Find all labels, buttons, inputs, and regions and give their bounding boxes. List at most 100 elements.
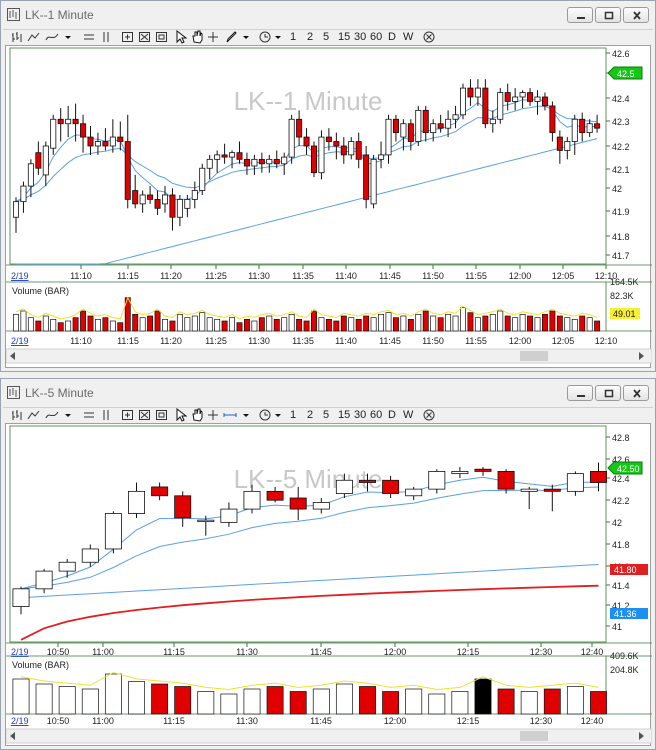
volume-bar [214,318,221,332]
parallel-bars-icon[interactable] [101,30,111,44]
volume-bar [571,318,578,332]
chart-svg[interactable]: LK--1 Minute 42.6 42.5 42.4 42.3 42.2 42.1 42 41… [6,46,652,369]
chart-svg[interactable]: LK--5 Minute42.842.642.442.24241.841.641… [6,424,652,747]
interval-2-button[interactable]: 2 [307,31,314,43]
line-chart-icon[interactable] [45,408,59,422]
zoom-in-icon[interactable] [155,408,169,422]
interval-30-button[interactable]: 30 [354,31,367,43]
title-bar[interactable]: LK--1 Minute [1,1,655,29]
x-tick-label: 11:15 [163,647,185,657]
close-button[interactable] [623,385,649,401]
chevron-down-icon[interactable] [273,30,283,44]
interval-daily-button[interactable]: D [388,31,396,43]
equal-lines-icon[interactable] [83,408,95,422]
mountain-chart-icon[interactable] [27,30,41,44]
volume-bar [392,317,399,332]
candle-body [151,486,169,497]
volume-x-tick-label: 12:05 [552,336,575,346]
interval-5-button[interactable]: 5 [323,409,330,421]
interval-60-button[interactable]: 60 [370,31,383,43]
chevron-down-icon[interactable] [63,408,73,422]
volume-y-tick-label: 409.6K [610,651,639,661]
minimize-button[interactable] [567,7,593,23]
interval-30-button[interactable]: 30 [354,409,367,421]
candle-body [564,141,571,151]
minimize-button[interactable] [567,385,593,401]
close-button[interactable] [623,7,649,23]
x-tick-label: 12:00 [384,647,407,657]
candle-body [445,118,452,129]
interval-1-button[interactable]: 1 [290,31,297,43]
volume-last-tag [610,308,640,319]
blue-ma-label: 41.36 [614,609,637,619]
chevron-down-icon[interactable] [273,408,283,422]
y-tick-label: 42 [612,184,622,194]
mountain-chart-icon[interactable] [27,408,41,422]
crosshair-icon[interactable] [207,30,219,44]
clock-icon[interactable] [259,30,271,44]
interval-5-button[interactable]: 5 [323,31,330,43]
clock-icon[interactable] [259,408,271,422]
volume-bar [176,313,183,332]
interval-weekly-button[interactable]: W [403,409,414,421]
zoom-fit-icon[interactable] [121,408,135,422]
title-bar[interactable]: LK--5 Minute [1,379,655,407]
candle-body [378,154,385,160]
cursor-arrow-icon[interactable] [175,30,187,44]
crosshair-icon[interactable] [207,408,219,422]
interval-weekly-button[interactable]: W [403,31,414,43]
pencil-icon[interactable] [225,30,237,44]
equal-lines-icon[interactable] [83,30,95,44]
chevron-down-icon[interactable] [241,30,251,44]
horizontal-scrollbar[interactable] [6,348,652,364]
interval-1-button[interactable]: 1 [290,409,297,421]
zoom-in-icon[interactable] [155,30,169,44]
hand-icon[interactable] [191,30,203,44]
bar-chart-icon[interactable] [11,30,23,44]
maximize-button[interactable] [595,385,621,401]
measure-line-icon[interactable] [223,408,237,422]
volume-bar [325,318,332,332]
volume-bar [579,315,586,332]
candle [392,114,399,142]
zoom-out-icon[interactable] [138,408,152,422]
interval-60-button[interactable]: 60 [370,409,383,421]
chart-area[interactable]: LK--1 Minute 42.6 42.5 42.4 42.3 42.2 42.1 42 41… [5,45,652,369]
candle-body [467,87,474,98]
volume-x-tick-label: 11:55 [465,336,487,346]
horizontal-scrollbar[interactable] [6,728,652,744]
chart-area[interactable]: LK--5 Minute42.842.642.442.24241.841.641… [5,423,652,747]
candle [124,114,131,209]
cursor-arrow-icon[interactable] [175,408,187,422]
cancel-circle-icon[interactable] [423,408,435,422]
parallel-bars-icon[interactable] [101,408,111,422]
price-plot-frame [9,425,607,643]
zoom-out-icon[interactable] [138,30,152,44]
candle-body [405,488,423,497]
volume-bar [422,310,429,332]
volume-bar [586,317,593,332]
candle [325,128,332,151]
hand-icon[interactable] [191,408,203,422]
candle [348,137,355,160]
chevron-down-icon[interactable] [241,408,251,422]
zoom-fit-icon[interactable] [121,30,135,44]
cancel-circle-icon[interactable] [423,30,435,44]
interval-15-button[interactable]: 15 [338,409,351,421]
interval-daily-button[interactable]: D [388,409,396,421]
x-tick-label: 12:05 [552,271,575,281]
volume-bar [57,322,64,332]
candle [318,130,325,180]
red-ma-tag [610,564,648,575]
bar-chart-icon[interactable] [11,408,23,422]
candle-body [333,141,340,147]
interval-2-button[interactable]: 2 [307,409,314,421]
candle-body [124,141,131,200]
y-tick-label: 41.7 [612,251,630,261]
chevron-down-icon[interactable] [63,30,73,44]
line-chart-icon[interactable] [45,30,59,44]
volume-bar [147,315,154,332]
interval-15-button[interactable]: 15 [338,31,351,43]
maximize-button[interactable] [595,7,621,23]
candle-body [590,471,607,483]
